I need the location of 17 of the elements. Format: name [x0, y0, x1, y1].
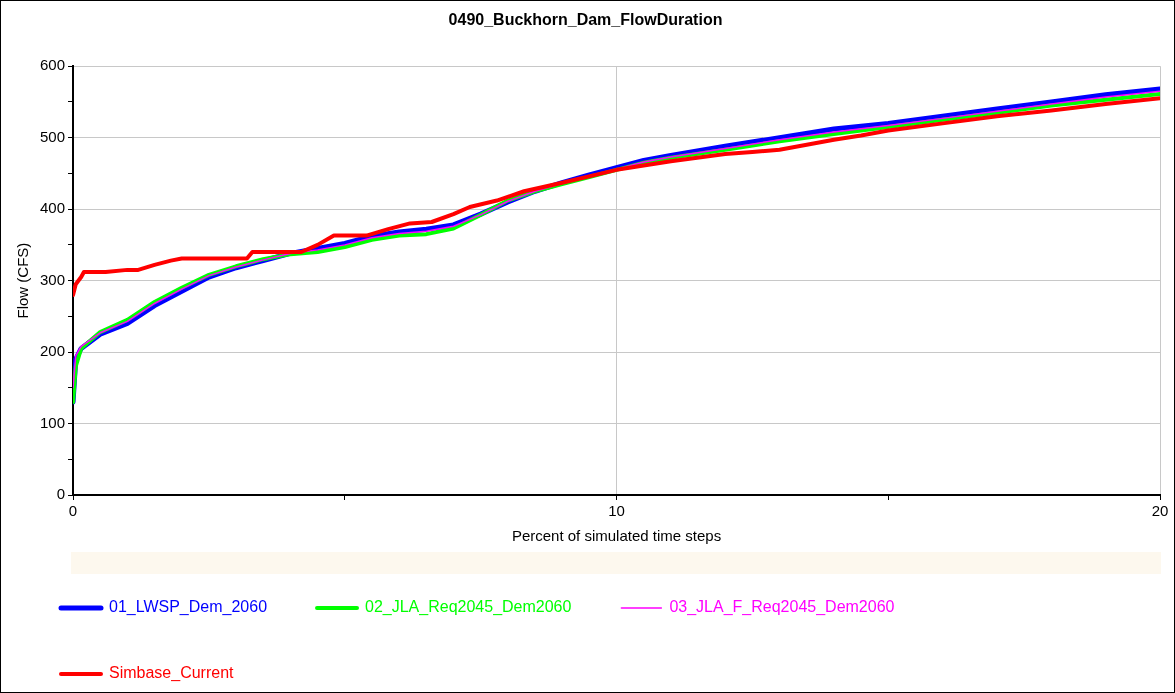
y-tick-label: 0 — [56, 485, 66, 503]
legend-label: 01_LWSP_Dem_2060 — [109, 598, 268, 617]
y-tick-label: 300 — [40, 270, 66, 288]
y-tick-label: 600 — [40, 56, 66, 74]
x-tick-label: 20 — [1151, 502, 1169, 520]
y-tick-label: 100 — [40, 413, 66, 431]
legend-label: Simbase_Current — [109, 664, 235, 683]
x-tick-label: 0 — [68, 502, 78, 520]
chart-title: 0490_Buckhorn_Dam_FlowDuration — [448, 11, 723, 29]
y-tick-label: 400 — [40, 199, 66, 217]
y-tick-label: 200 — [40, 342, 66, 360]
legend-label: 03_JLA_F_Req2045_Dem2060 — [669, 598, 895, 617]
x-axis-title: Percent of simulated time steps — [511, 527, 722, 545]
legend-label: 02_JLA_Req2045_Dem2060 — [365, 598, 572, 617]
y-tick-label: 500 — [40, 127, 66, 145]
x-tick-label: 10 — [608, 502, 625, 520]
y-axis-title: Flow (CFS) — [14, 242, 32, 319]
